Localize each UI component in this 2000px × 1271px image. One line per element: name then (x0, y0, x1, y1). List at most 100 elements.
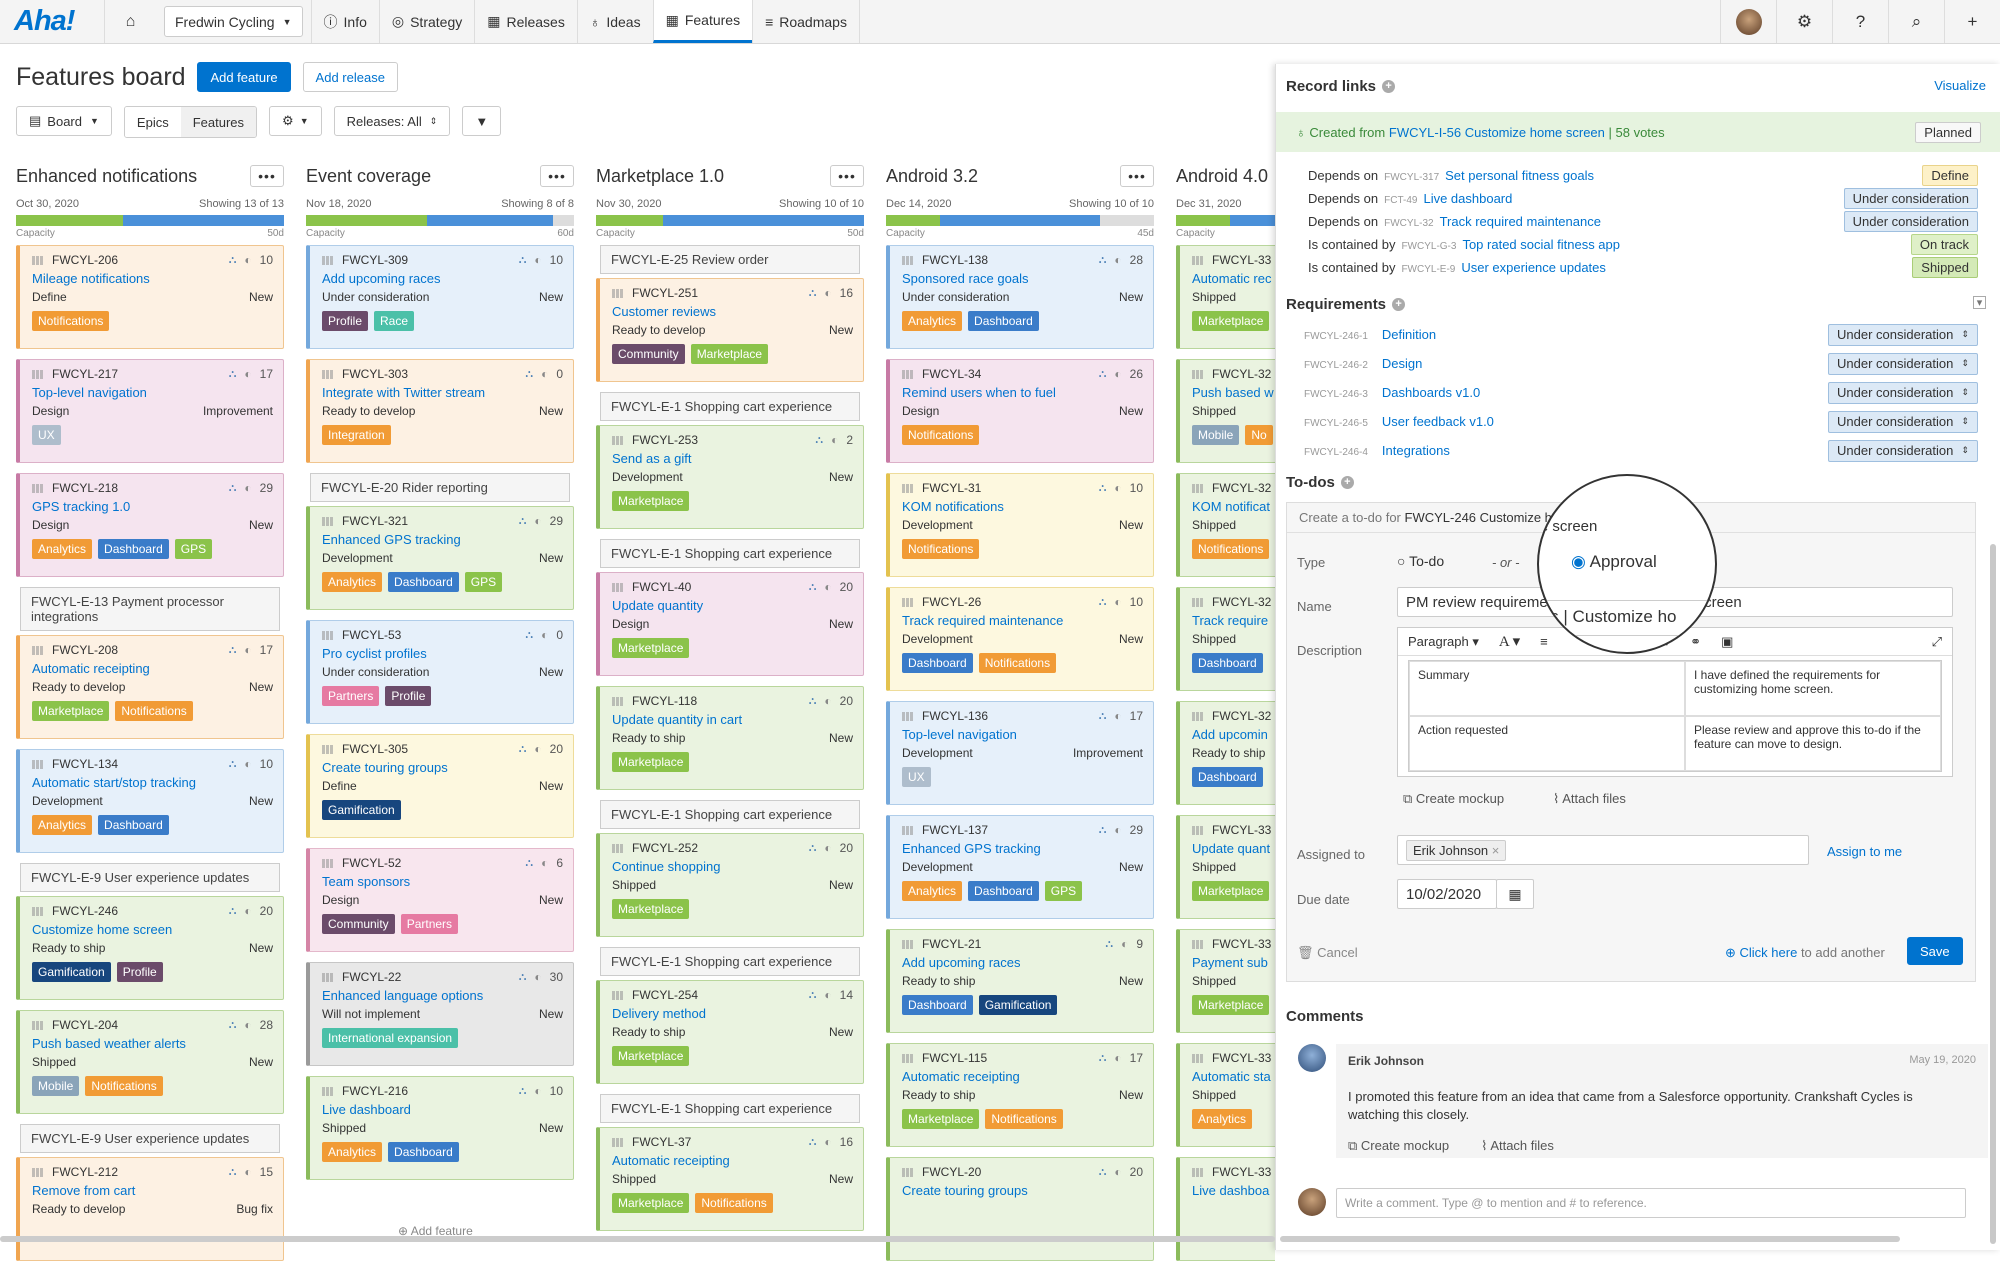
tab-features[interactable]: ▦ Features (652, 0, 753, 43)
tag[interactable]: Marketplace (1192, 881, 1270, 901)
link-icon[interactable]: ⚭ (1690, 633, 1702, 649)
drag-handle-icon[interactable] (902, 369, 914, 379)
hierarchy-icon[interactable]: ⛬ (808, 694, 817, 707)
feature-name[interactable]: Push based weather alerts (32, 1036, 186, 1051)
help-button[interactable]: ? (1832, 0, 1888, 43)
feature-card[interactable]: FWCYL-53 ⛬ ◐ 0 Pro cyclist profiles Under c… (306, 620, 574, 724)
feature-ref[interactable]: FWCYL-40 (632, 580, 692, 594)
feature-card[interactable]: FWCYL-137 ⛬ ◐ 29 Enhanced GPS tracking Deve… (886, 815, 1154, 919)
tag[interactable]: Dashboard (98, 815, 169, 835)
epic-header[interactable]: FWCYL-E-25 Review order (600, 245, 860, 274)
filter-button[interactable]: ▼ (462, 106, 502, 136)
hierarchy-icon[interactable]: ⛬ (1098, 1051, 1107, 1064)
click-here-link[interactable]: Click here (1739, 945, 1798, 960)
feature-name[interactable]: Create touring groups (322, 760, 448, 775)
feature-card[interactable]: FWCYL-254 ⛬ ◐ 14 Delivery method Ready to s… (596, 980, 864, 1084)
tag[interactable]: Notifications (985, 1109, 1063, 1129)
tag[interactable]: Community (612, 344, 685, 364)
drag-handle-icon[interactable] (32, 906, 44, 916)
requirement-name[interactable]: Integrations (1381, 443, 1450, 458)
feature-name[interactable]: Continue shopping (612, 859, 721, 874)
table-cell[interactable]: I have defined the requirements for cust… (1685, 661, 1941, 716)
calendar-button[interactable]: ▦ (1496, 879, 1534, 909)
drag-handle-icon[interactable] (32, 645, 44, 655)
tag[interactable]: No (1245, 425, 1273, 445)
feature-card[interactable]: FWCYL-305 ⛬ ◐ 20 Create touring groups Defi… (306, 734, 574, 838)
tag[interactable]: Gamification (978, 995, 1058, 1015)
tag[interactable]: Dashboard (388, 572, 459, 592)
feature-name[interactable]: Live dashboa (1192, 1183, 1270, 1198)
feature-name[interactable]: KOM notificat (1192, 499, 1271, 514)
add-requirement-icon[interactable]: + (1392, 298, 1406, 311)
tag[interactable]: Dashboard (902, 653, 973, 673)
drag-handle-icon[interactable] (32, 1167, 44, 1177)
feature-ref[interactable]: FWCYL-32 (1212, 709, 1272, 723)
table-cell[interactable]: Please review and approve this to-do if … (1685, 716, 1941, 771)
feature-card[interactable]: FWCYL-212 ⛬ ◐ 15 Remove from cart Ready to … (16, 1157, 284, 1261)
tag[interactable]: Dashboard (1192, 653, 1263, 673)
drag-handle-icon[interactable] (322, 630, 334, 640)
drag-handle-icon[interactable] (902, 255, 914, 265)
workspace-select[interactable]: Fredwin Cycling ▼ (164, 6, 303, 37)
tag[interactable]: Profile (116, 962, 163, 982)
tag[interactable]: Mobile (1192, 425, 1240, 445)
feature-ref[interactable]: FWCYL-32 (1212, 367, 1272, 381)
user-menu[interactable] (1720, 0, 1776, 43)
drag-handle-icon[interactable] (322, 744, 334, 754)
attach-files-link[interactable]: ⌇ Attach files (1553, 791, 1626, 807)
drag-handle-icon[interactable] (32, 255, 44, 265)
drag-handle-icon[interactable] (902, 1167, 914, 1177)
assign-to-me-link[interactable]: Assign to me (1827, 844, 1903, 859)
requirement-name[interactable]: Definition (1381, 327, 1437, 342)
feature-name[interactable]: Add upcoming races (902, 955, 1021, 970)
tag[interactable]: Marketplace (612, 752, 690, 772)
feature-card[interactable]: FWCYL-32⛬◐ KOM notificat Shipped Notific… (1176, 473, 1275, 577)
drag-handle-icon[interactable] (612, 990, 624, 1000)
expand-icon[interactable]: ⤢ (1931, 633, 1942, 649)
hierarchy-icon[interactable]: ⛬ (228, 757, 237, 770)
drag-handle-icon[interactable] (1192, 369, 1204, 379)
tag[interactable]: Profile (322, 311, 369, 331)
hierarchy-icon[interactable]: ⛬ (808, 580, 817, 593)
drag-handle-icon[interactable] (322, 858, 334, 868)
requirement-status-select[interactable]: Under consideration ⇕ (1828, 381, 1978, 404)
save-button[interactable]: Save (1907, 937, 1963, 965)
feature-ref[interactable]: FWCYL-37 (632, 1135, 692, 1149)
tag[interactable]: Dashboard (968, 311, 1039, 331)
feature-ref[interactable]: FWCYL-321 (342, 514, 409, 528)
feature-ref[interactable]: FWCYL-212 (52, 1165, 119, 1179)
feature-card[interactable]: FWCYL-252 ⛬ ◐ 20 Continue shopping Shipped N… (596, 833, 864, 937)
feature-ref[interactable]: FWCYL-34 (922, 367, 982, 381)
home-button[interactable]: ⌂ (104, 0, 156, 43)
hierarchy-icon[interactable]: ⛬ (518, 970, 527, 983)
feature-ref[interactable]: FWCYL-52 (342, 856, 402, 870)
feature-name[interactable]: Send as a gift (612, 451, 692, 466)
drag-handle-icon[interactable] (1192, 711, 1204, 721)
feature-name[interactable]: Push based w (1192, 385, 1274, 400)
drag-handle-icon[interactable] (322, 972, 334, 982)
feature-ref[interactable]: FWCYL-21 (922, 937, 982, 951)
feature-card[interactable]: FWCYL-246 ⛬ ◐ 20 Customize home screen Read… (16, 896, 284, 1000)
feature-name[interactable]: Integrate with Twitter stream (322, 385, 486, 400)
feature-ref[interactable]: FWCYL-253 (632, 433, 699, 447)
feature-name[interactable]: GPS tracking 1.0 (32, 499, 131, 514)
feature-ref[interactable]: FWCYL-33 (1212, 1051, 1272, 1065)
add-feature-link[interactable]: ⊕ Add feature (398, 1224, 473, 1238)
idea-link[interactable]: FWCYL-I-56 Customize home screen (1388, 124, 1605, 140)
tag[interactable]: Dashboard (98, 539, 169, 559)
feature-name[interactable]: Remind users when to fuel (902, 385, 1056, 400)
tag[interactable]: Marketplace (612, 1193, 690, 1213)
feature-card[interactable]: FWCYL-115 ⛬ ◐ 17 Automatic receipting Ready… (886, 1043, 1154, 1147)
add-button[interactable]: + (1944, 0, 2000, 43)
feature-card[interactable]: FWCYL-251 ⛬ ◐ 16 Customer reviews Ready to … (596, 278, 864, 382)
column-menu-button[interactable]: ••• (540, 165, 574, 187)
feature-name[interactable]: Update quantity in cart (612, 712, 743, 727)
paragraph-select[interactable]: Paragraph ▾ (1408, 633, 1479, 649)
feature-name[interactable]: Enhanced GPS tracking (902, 841, 1041, 856)
drag-handle-icon[interactable] (32, 369, 44, 379)
hierarchy-icon[interactable]: ⛬ (1098, 481, 1107, 494)
feature-name[interactable]: Add upcomin (1192, 727, 1268, 742)
drag-handle-icon[interactable] (612, 582, 624, 592)
hierarchy-icon[interactable]: ⛬ (525, 628, 534, 641)
drag-handle-icon[interactable] (612, 843, 624, 853)
